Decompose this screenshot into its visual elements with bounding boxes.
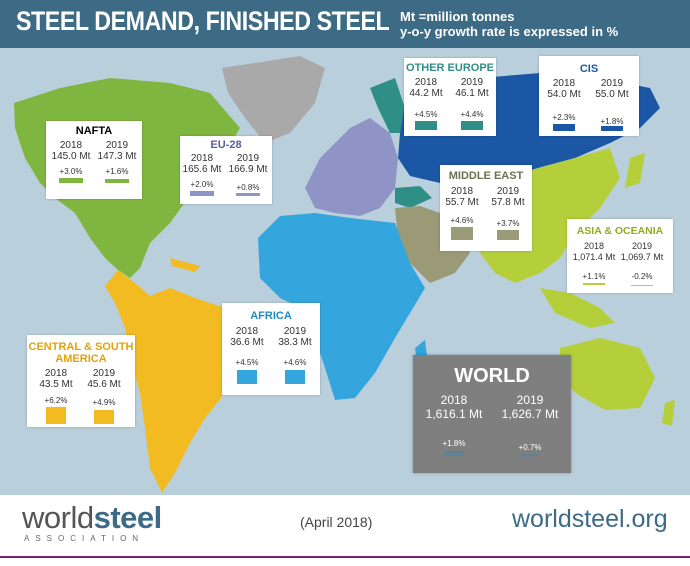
csa-year-2019: 2019 45.6 Mt <box>87 368 121 390</box>
nafta-box: NAFTA 2018 145.0 Mt 2019 147.3 Mt +3.0% +1… <box>46 121 142 199</box>
unit-note-block: Mt =million tonnes y-o-y growth rate is … <box>400 9 618 39</box>
africa-shape <box>258 213 425 400</box>
growth-note: y-o-y growth rate is expressed in % <box>400 24 619 39</box>
asia-bar-2019 <box>631 285 653 286</box>
middle-east-year-2019: 2019 57.8 Mt <box>491 186 525 208</box>
cis-name: CIS <box>579 63 599 75</box>
australia-shape <box>560 338 655 410</box>
cis-box: CIS 2018 54.0 Mt 2019 55.0 Mt +2.3% +1.8% <box>539 56 639 136</box>
nafta-year-2019: 2019 147.3 Mt <box>97 140 137 162</box>
world-name: WORLD <box>454 365 530 387</box>
publication-date: (April 2018) <box>300 514 373 530</box>
africa-name: AFRICA <box>250 310 292 322</box>
header-bar: STEEL DEMAND, FINISHED STEEL Mt =million… <box>0 0 690 48</box>
other-europe-bar-2018 <box>415 121 437 130</box>
csa-bar-2018 <box>46 407 66 424</box>
south-america-shape <box>105 270 250 493</box>
nafta-bar-2018 <box>59 178 83 183</box>
middle-east-growth-2018: +4.6% <box>450 216 474 225</box>
website-link[interactable]: worldsteel.org <box>512 505 668 533</box>
asia-growth-2019: -0.2% <box>631 272 653 281</box>
other-europe-shape <box>370 78 405 133</box>
cis-year-2019: 2019 55.0 Mt <box>595 78 629 100</box>
africa-year-2018: 2018 36.6 Mt <box>230 326 264 348</box>
world-bar-2019 <box>520 454 540 456</box>
world-box: WORLD 2018 1,616.1 Mt 2019 1,626.7 Mt +1.8… <box>413 355 571 473</box>
africa-growth-2018: +4.5% <box>235 358 259 367</box>
csa-box: CENTRAL & SOUTH AMERICA 2018 43.5 Mt 2019 4… <box>27 335 135 427</box>
eu28-year-2018: 2018 165.6 Mt <box>182 153 222 175</box>
csa-bar-2019 <box>94 410 114 424</box>
middle-east-bar-2019 <box>497 230 519 240</box>
footer-divider <box>0 556 690 558</box>
asia-box: ASIA & OCEANIA 2018 1,071.4 Mt 2019 1,069.… <box>567 219 673 293</box>
eu28-shape <box>305 118 398 216</box>
asia-name: ASIA & OCEANIA <box>576 225 664 237</box>
csa-growth-2019: +4.9% <box>92 398 116 407</box>
cis-bar-2018 <box>553 124 575 131</box>
other-europe-growth-2018: +4.5% <box>414 110 438 119</box>
africa-growth-2019: +4.6% <box>283 358 307 367</box>
csa-year-2018: 2018 43.5 Mt <box>39 368 73 390</box>
nafta-name: NAFTA <box>75 125 113 137</box>
csa-name: CENTRAL & SOUTH AMERICA <box>28 341 134 365</box>
cis-growth-2018: +2.3% <box>552 113 576 122</box>
middle-east-box: MIDDLE EAST 2018 55.7 Mt 2019 57.8 Mt +4.6… <box>440 165 532 251</box>
africa-bar-2018 <box>237 370 257 384</box>
greenland-shape <box>222 56 325 143</box>
world-year-2019: 2019 1,626.7 Mt <box>501 393 559 421</box>
cis-year-2018: 2018 54.0 Mt <box>547 78 581 100</box>
other-europe-year-2019: 2019 46.1 Mt <box>455 77 489 99</box>
eu28-name: EU-28 <box>210 139 242 151</box>
eu28-bar-2018 <box>190 191 214 196</box>
cis-bar-2019 <box>601 126 623 131</box>
worldsteel-logo: worldsteel <box>22 500 162 535</box>
eu28-box: EU-28 2018 165.6 Mt 2019 166.9 Mt +2.0% +0… <box>180 136 272 204</box>
eu28-bar-2019 <box>236 193 260 196</box>
unit-note: Mt =million tonnes <box>400 9 515 24</box>
other-europe-name: OTHER EUROPE <box>405 62 494 74</box>
world-year-2018: 2018 1,616.1 Mt <box>425 393 483 421</box>
middle-east-bar-2018 <box>451 227 473 240</box>
csa-growth-2018: +6.2% <box>44 396 68 405</box>
world-growth-2019: +0.7% <box>518 443 542 452</box>
world-bar-2018 <box>444 451 464 456</box>
world-growth-2018: +1.8% <box>442 439 466 448</box>
nafta-year-2018: 2018 145.0 Mt <box>51 140 91 162</box>
asia-bar-2018 <box>583 283 605 285</box>
other-europe-bar-2019 <box>461 121 483 130</box>
cis-growth-2019: +1.8% <box>600 117 624 126</box>
africa-bar-2019 <box>285 370 305 384</box>
asia-year-2018: 2018 1,071.4 Mt <box>572 241 616 262</box>
page-title: STEEL DEMAND, FINISHED STEEL <box>16 6 390 36</box>
africa-box: AFRICA 2018 36.6 Mt 2019 38.3 Mt +4.5% +4.… <box>222 303 320 395</box>
asia-growth-2018: +1.1% <box>582 272 606 281</box>
middle-east-year-2018: 2018 55.7 Mt <box>445 186 479 208</box>
other-europe-growth-2019: +4.4% <box>460 110 484 119</box>
asia-year-2019: 2019 1,069.7 Mt <box>620 241 664 262</box>
nafta-bar-2019 <box>105 179 129 183</box>
other-europe-box: OTHER EUROPE 2018 44.2 Mt 2019 46.1 Mt +4.… <box>404 58 496 136</box>
nafta-growth-2019: +1.6% <box>105 167 129 176</box>
eu28-year-2019: 2019 166.9 Mt <box>228 153 268 175</box>
other-europe-year-2018: 2018 44.2 Mt <box>409 77 443 99</box>
nafta-growth-2018: +3.0% <box>59 167 83 176</box>
middle-east-name: MIDDLE EAST <box>448 170 524 182</box>
eu28-growth-2019: +0.8% <box>236 183 260 192</box>
africa-year-2019: 2019 38.3 Mt <box>278 326 312 348</box>
middle-east-growth-2019: +3.7% <box>496 219 520 228</box>
eu28-growth-2018: +2.0% <box>190 180 214 189</box>
logo-subtitle: ASSOCIATION <box>24 534 145 543</box>
